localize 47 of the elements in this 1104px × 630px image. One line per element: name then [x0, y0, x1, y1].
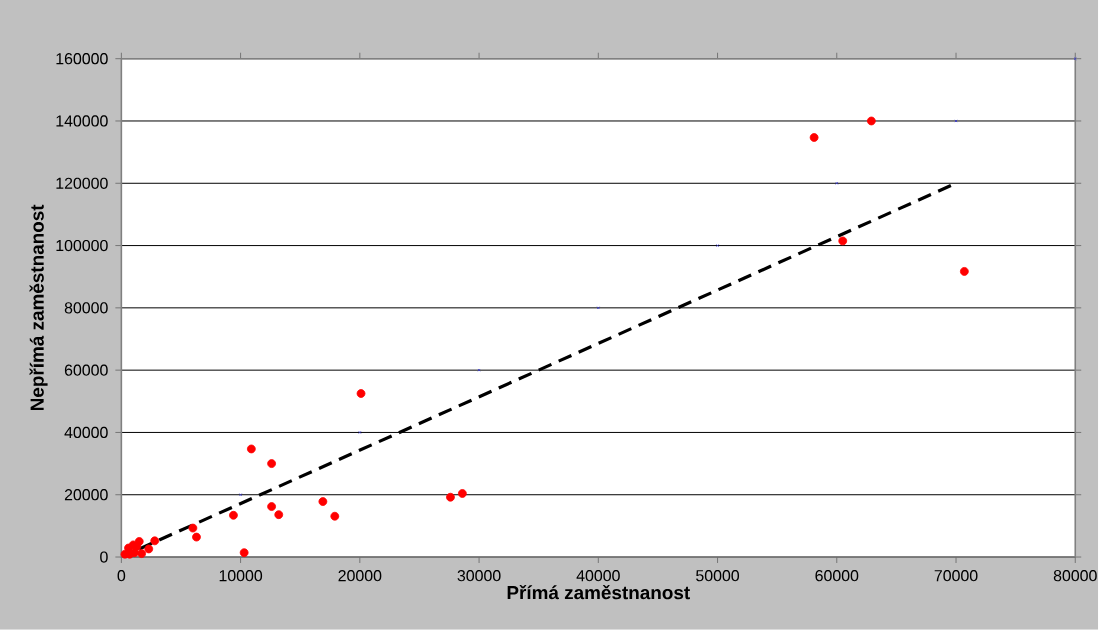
x-tick-label: 70000: [934, 570, 978, 582]
point: [330, 512, 340, 521]
y-tick-label: 140000: [56, 115, 108, 127]
point: [239, 548, 249, 558]
point: [358, 431, 362, 435]
point: [835, 181, 839, 185]
y-tick-label: 60000: [64, 364, 108, 376]
point: [458, 489, 467, 499]
x-tick-label: 50000: [696, 570, 740, 582]
point: [959, 267, 969, 276]
y-tick-label: 160000: [56, 53, 108, 65]
point: [229, 511, 238, 520]
point: [239, 493, 243, 497]
point: [267, 459, 276, 469]
point: [267, 502, 276, 512]
point: [1073, 57, 1077, 61]
y-tick-label: 80000: [64, 302, 108, 314]
x-tick-label: 10000: [219, 570, 263, 582]
x-tick-label: 60000: [815, 570, 859, 582]
point: [716, 244, 720, 248]
y-tick-label: 40000: [64, 426, 108, 439]
point: [356, 389, 366, 399]
point: [137, 549, 146, 559]
point: [477, 368, 481, 372]
point: [866, 116, 876, 126]
y-axis-title: Nepřímá zaměstnanost: [29, 204, 48, 411]
y-tick-label: 100000: [56, 240, 108, 252]
y-tick-label: 0: [100, 551, 108, 563]
point: [246, 444, 256, 454]
x-tick-label: 20000: [338, 570, 382, 582]
x-tick-label: 40000: [576, 570, 620, 582]
point: [188, 523, 198, 533]
x-tick-label: 80000: [1053, 570, 1097, 582]
point: [596, 306, 600, 310]
x-tick-label: 0: [117, 570, 126, 582]
point: [144, 544, 154, 554]
point: [838, 236, 848, 246]
point: [150, 536, 160, 546]
y-tick-label: 20000: [64, 489, 108, 501]
point: [809, 133, 819, 143]
point: [446, 493, 455, 502]
point: [274, 510, 284, 520]
point: [318, 497, 328, 507]
x-tick-label: 30000: [457, 570, 501, 582]
point: [192, 532, 201, 542]
y-tick-label: 120000: [56, 177, 108, 190]
x-axis-title: Přímá zaměstnanost: [507, 585, 690, 600]
